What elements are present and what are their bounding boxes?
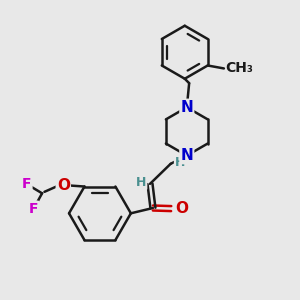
Text: H: H: [175, 156, 185, 169]
Text: F: F: [28, 202, 38, 216]
Text: H: H: [136, 176, 146, 189]
Text: CH₃: CH₃: [225, 61, 253, 75]
Text: F: F: [22, 177, 32, 191]
Text: O: O: [57, 178, 70, 193]
Text: O: O: [176, 201, 189, 216]
Text: N: N: [180, 100, 193, 115]
Text: N: N: [180, 148, 193, 163]
